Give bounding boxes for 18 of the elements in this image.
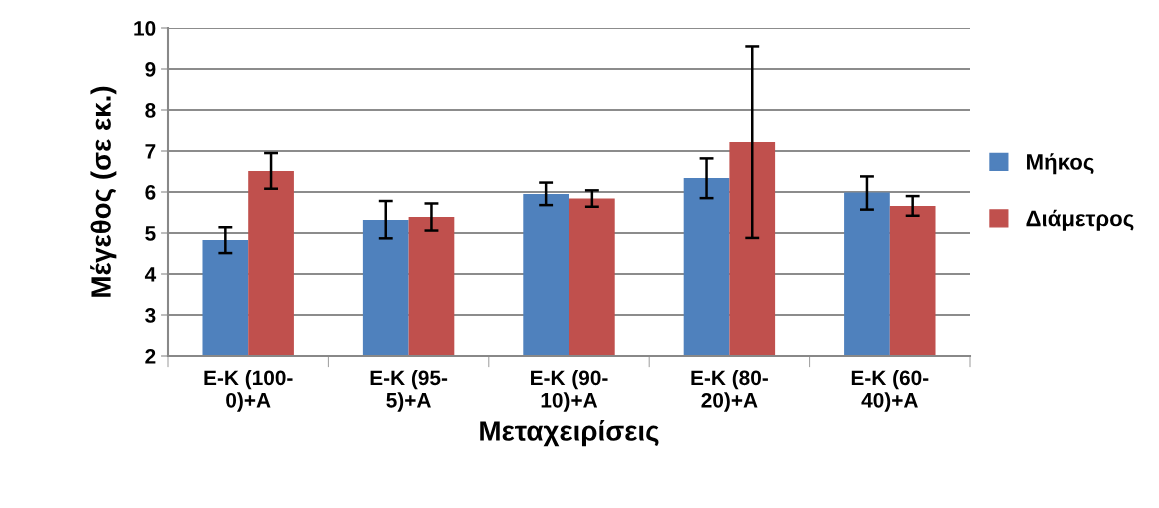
- y-tick-label: 4: [144, 267, 157, 282]
- x-tick-label: Ε-Κ (95-5)+Α: [370, 369, 448, 412]
- y-tick-label: 3: [145, 308, 156, 323]
- x-tick-label: Ε-Κ (60-40)+Α: [851, 369, 929, 412]
- y-tick-label: 10: [134, 21, 156, 36]
- legend-label: Μήκος: [1027, 153, 1094, 175]
- x-axis-title: Μεταχειρίσεις: [480, 420, 659, 447]
- x-tick-label: Ε-Κ (100-0)+Α: [204, 369, 293, 412]
- y-tick-label: 2: [145, 349, 156, 364]
- x-tick-label: Ε-Κ (80-20)+Α: [691, 369, 768, 412]
- x-tick-label: Ε-Κ (90-10)+Α: [531, 369, 608, 412]
- y-tick-label: 7: [145, 144, 156, 159]
- y-tick-label: 8: [145, 103, 156, 118]
- y-tick-label: 9: [145, 62, 156, 77]
- legend-label: Διάμετρος: [1026, 209, 1134, 231]
- y-axis-title: Μέγεθος (σε εκ.): [90, 86, 117, 297]
- y-tick-label: 5: [145, 226, 156, 241]
- y-tick-label: 6: [145, 185, 156, 200]
